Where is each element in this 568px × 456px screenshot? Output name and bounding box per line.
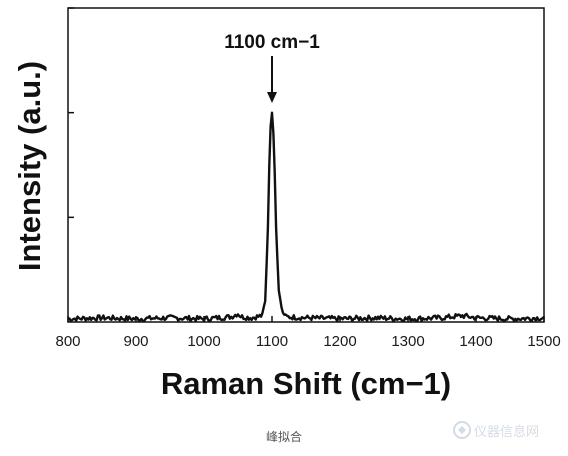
- x-tick-label: 1300: [391, 333, 424, 350]
- x-tick-label: 1100: [256, 333, 288, 350]
- x-axis-title: Raman Shift (cm−1): [161, 366, 451, 401]
- peak-label: 1100 cm−1: [224, 32, 320, 53]
- watermark-text: 仪器信息网: [474, 425, 540, 440]
- peak-arrow-head: [267, 92, 277, 103]
- watermark: 仪器信息网: [452, 418, 562, 442]
- peak-annotation: 1100 cm−1: [224, 32, 320, 103]
- y-axis-title: Intensity (a.u.): [12, 61, 47, 271]
- x-tick-label: 1200: [323, 333, 356, 350]
- x-tick-label: 1400: [459, 333, 492, 350]
- y-ticks: [68, 7, 74, 219]
- x-ticks: 800 900 1000 1100 1200 1300 1400 1500: [55, 316, 561, 350]
- plot-frame: [67, 7, 545, 323]
- raman-chart: 800 900 1000 1100 1200 1300 1400 1500 1100 cm−1…: [12, 7, 561, 401]
- x-tick-label: 1000: [187, 333, 220, 350]
- figure-caption: 峰拟合: [265, 430, 302, 444]
- x-tick-label: 900: [123, 333, 148, 350]
- series-line: [67, 111, 545, 323]
- watermark-logo-icon: [453, 421, 471, 439]
- x-tick-label: 800: [55, 333, 80, 350]
- x-tick-label: 1500: [527, 333, 560, 350]
